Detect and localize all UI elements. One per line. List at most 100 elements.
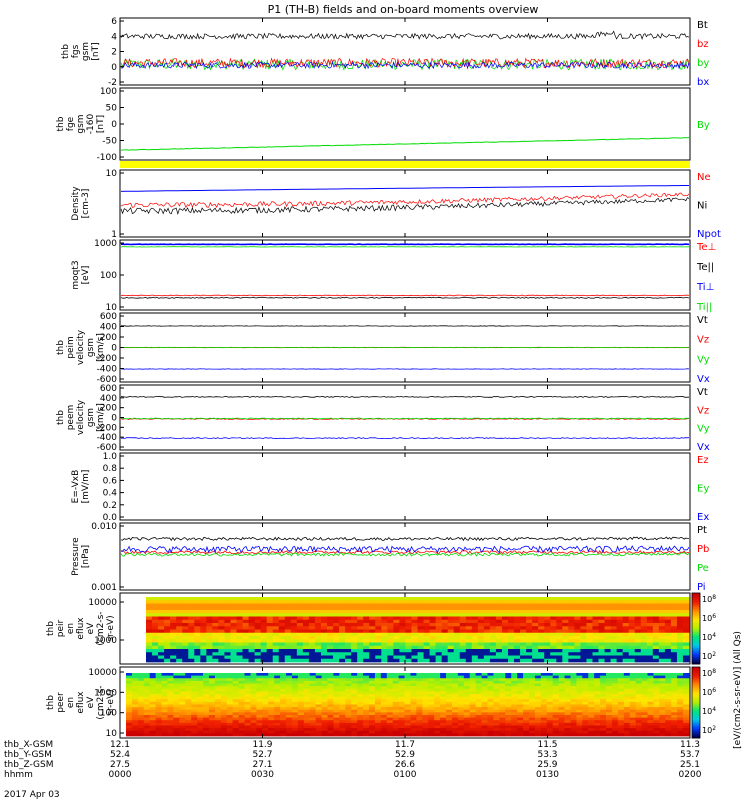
spectrogram-cell: [586, 655, 593, 660]
spectrogram-cell: [459, 600, 467, 604]
spectrogram-cell: [369, 626, 376, 630]
spectrogram-cell: [487, 704, 494, 708]
spectrogram-cell: [268, 678, 275, 682]
spectrogram-cell: [520, 655, 527, 660]
spectrogram-cell: [363, 728, 370, 732]
spectrogram-cell: [659, 686, 666, 690]
spectrogram-cell: [188, 645, 195, 650]
spectrogram-cell: [152, 600, 159, 604]
legend-entry: Te⊥: [696, 242, 716, 253]
spectrogram-cell: [493, 725, 500, 729]
spectrogram-cell: [495, 623, 503, 627]
spectrogram-cell: [137, 709, 145, 713]
spectrogram-cell: [517, 715, 524, 719]
spectrogram-cell: [471, 597, 479, 601]
spectrogram-cell: [677, 686, 684, 690]
spectrogram-cell: [499, 717, 506, 721]
spectrogram-cell: [446, 675, 453, 679]
spectrogram-cell: [570, 704, 577, 708]
spectrogram-cell: [226, 699, 234, 703]
spectrogram-cell: [526, 603, 533, 608]
series-line-Ne: [120, 192, 690, 209]
colorbar-cell: [692, 727, 700, 730]
spectrogram-cell: [646, 597, 654, 601]
spectrogram-cell: [173, 696, 180, 700]
spectrogram-cell: [185, 704, 192, 708]
spectrogram-cell: [315, 673, 322, 677]
spectrogram-cell: [380, 673, 388, 677]
spectrogram-cell: [665, 678, 672, 682]
spectrogram-cell: [369, 603, 376, 608]
spectrogram-cell: [511, 712, 518, 716]
series-line-bx: [120, 61, 690, 70]
spectrogram-cell: [459, 616, 467, 621]
spectrogram-cell: [214, 704, 222, 708]
spectrogram-cell: [218, 603, 225, 608]
spectrogram-cell: [532, 626, 539, 630]
spectrogram-cell: [606, 678, 613, 682]
spectrogram-cell: [170, 619, 177, 624]
spectrogram-cell: [206, 606, 213, 611]
spectrogram-cell: [280, 680, 287, 684]
spectrogram-cell: [629, 733, 637, 737]
spectrogram-cell: [658, 649, 666, 653]
spectrogram-cell: [158, 636, 165, 640]
spectrogram-cell: [475, 673, 482, 677]
spectrogram-cell: [441, 655, 449, 660]
spectrogram-cell: [320, 658, 328, 663]
spectrogram-cell: [469, 688, 477, 692]
spectrogram-cell: [272, 606, 280, 611]
spectrogram-cell: [224, 597, 231, 601]
spectrogram-cell: [682, 645, 690, 650]
spectrogram-cell: [546, 694, 554, 698]
spectrogram-cell: [164, 645, 171, 650]
spectrogram-cell: [562, 610, 569, 614]
spectrogram-cell: [499, 730, 506, 734]
spectrogram-cell: [339, 712, 346, 716]
spectrogram-cell: [495, 603, 503, 608]
spectrogram-cell: [164, 632, 171, 637]
spectrogram-cell: [659, 701, 666, 705]
spectrogram-cell: [576, 686, 583, 690]
spectrogram-cell: [664, 649, 672, 653]
spectrogram-cell: [191, 709, 198, 713]
spectrogram-cell: [629, 673, 637, 677]
ephemeris-value: 52.4: [110, 750, 130, 760]
spectrogram-cell: [272, 619, 280, 624]
spectrogram-cell: [495, 606, 503, 611]
spectrogram-cell: [149, 733, 157, 737]
spectrogram-cell: [457, 673, 465, 677]
spectrogram-cell: [167, 709, 174, 713]
spectrogram-cell: [314, 603, 322, 608]
spectrogram-cell: [629, 730, 637, 734]
spectrogram-cell: [676, 652, 684, 656]
spectrogram-cell: [339, 675, 346, 679]
spectrogram-cell: [149, 701, 157, 705]
spectrogram-cell: [598, 645, 605, 650]
spectrogram-cell: [357, 704, 364, 708]
spectrogram-cell: [622, 616, 630, 621]
spectrogram-cell: [220, 720, 228, 724]
spectrogram-cell: [446, 701, 453, 705]
spectrogram-cell: [155, 730, 162, 734]
spectrogram-cell: [268, 704, 275, 708]
spectrogram-cell: [309, 675, 317, 679]
spectrogram-cell: [297, 704, 305, 708]
spectrogram-cell: [495, 626, 503, 630]
colorbar-cell: [692, 656, 700, 660]
spectrogram-cell: [339, 683, 346, 687]
spectrogram-cell: [417, 603, 424, 608]
spectrogram-cell: [286, 717, 293, 721]
spectrogram-cell: [570, 696, 577, 700]
y-axis-label-line: eV: [86, 696, 96, 709]
spectrogram-cell: [664, 652, 672, 656]
spectrogram-cell: [404, 728, 411, 732]
spectrogram-cell: [517, 691, 524, 695]
spectrogram-cell: [296, 626, 304, 630]
spectrogram-cell: [405, 623, 412, 627]
spectrogram-cell: [523, 680, 530, 684]
spectrogram-cell: [610, 619, 617, 624]
y-axis-label-line: en: [66, 697, 76, 708]
spectrogram-cell: [155, 715, 162, 719]
colorbar-cell: [692, 640, 700, 644]
